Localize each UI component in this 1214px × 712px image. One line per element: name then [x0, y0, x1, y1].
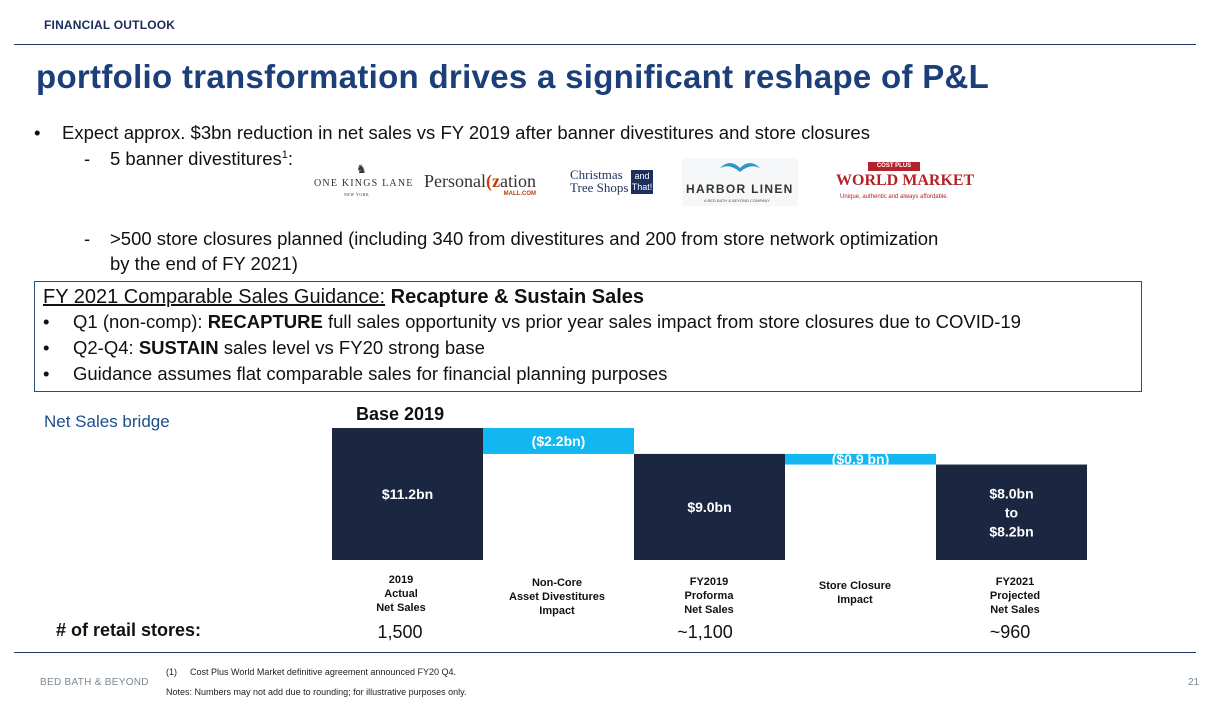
category-label: FY2019 Proforma Net Sales [684, 576, 734, 616]
bar-value-label: $8.2bn [989, 523, 1033, 539]
store-count: 1,500 [377, 622, 423, 642]
guidance-item: • Guidance assumes flat comparable sales … [43, 361, 1141, 387]
sub-bullet-text: >500 store closures planned (including 3… [110, 228, 939, 249]
sub-bullet-store-closures: - >500 store closures planned (including … [84, 226, 938, 276]
guidance-box: FY 2021 Comparable Sales Guidance: Recap… [34, 281, 1142, 392]
logo-tagline: Unique, authentic and always affordable. [840, 194, 949, 200]
store-count: ~1,100 [677, 622, 733, 642]
store-count: ~960 [989, 622, 1031, 642]
footnote-number: (1) [166, 667, 177, 677]
sub-bullet-colon: : [287, 148, 294, 169]
bullet-marker: • [34, 122, 41, 143]
guidance-item: • Q2-Q4: SUSTAIN sales level vs FY20 stro… [43, 335, 1141, 361]
logo-text: ONE KINGS LANE [314, 178, 414, 189]
logo-badge: COST PLUS [868, 162, 920, 171]
bar-total [332, 428, 483, 560]
sub-bullet-divestitures: -5 banner divestitures1: [84, 148, 293, 170]
logo-one-kings-lane: ♞ ONE KINGS LANE NEW YORK [314, 162, 414, 197]
sub-bullet-text: 5 banner divestitures [110, 148, 282, 169]
guidance-item-post: full sales opportunity vs prior year sal… [322, 311, 1021, 332]
category-label: 2019 Actual Net Sales [376, 574, 426, 614]
footnote-marker: 1 [281, 148, 288, 161]
logo-text: Tree Shops [570, 180, 629, 195]
bar-value-label: ($2.2bn) [532, 433, 586, 449]
dash-marker: - [84, 148, 91, 169]
bar-value-label: to [1005, 504, 1018, 520]
chart-side-label: Net Sales bridge [44, 412, 170, 431]
bar-value-label: ($0.9 bn) [832, 451, 890, 467]
guidance-heading: FY 2021 Comparable Sales Guidance: Recap… [43, 286, 1141, 309]
logo-text: Christmas [570, 167, 623, 182]
logo-harbor-linen: HARBOR LINEN A BED BATH & BEYOND COMPANY [682, 158, 798, 206]
bar-value-label: $9.0bn [687, 499, 731, 515]
category-label: Non-Core Asset Divestitures Impact [509, 577, 605, 617]
logo-mark: (z [486, 171, 500, 191]
footer-divider [14, 652, 1196, 653]
bar-value-label: $11.2bn [382, 486, 433, 502]
guidance-item-pre: Q2-Q4: [73, 337, 139, 358]
logo-text: Personal [424, 171, 486, 191]
logo-text: HARBOR LINEN [686, 182, 794, 196]
footer-brand: BED BATH & BEYOND [40, 677, 149, 688]
banner-logos: ♞ ONE KINGS LANE NEW YORK Personal(zatio… [310, 156, 974, 208]
section-label: FINANCIAL OUTLOOK [44, 18, 176, 32]
seagull-icon [718, 158, 762, 183]
bullet-text: Expect approx. $3bn reduction in net sal… [62, 122, 870, 143]
logo-text: WORLD MARKET [836, 172, 975, 189]
guidance-heading-prefix: FY 2021 Comparable Sales Guidance: [43, 286, 386, 308]
logo-text: ation [499, 171, 536, 191]
guidance-item-bold: SUSTAIN [138, 337, 219, 358]
chart-title: Base 2019 [356, 404, 445, 424]
sub-bullet-text-cont: by the end of FY 2021) [110, 253, 298, 274]
logo-christmas-tree-shops: Christmas Tree Shops and That! [570, 167, 653, 195]
bullet-marker: • [43, 363, 50, 384]
logo-subtext: MALL.COM [503, 191, 536, 197]
logo-subtext: NEW YORK [344, 192, 370, 197]
category-label: Store Closure Impact [818, 580, 892, 606]
bar-value-label: $8.0bn [989, 485, 1033, 501]
logo-badge: and That! [631, 170, 653, 194]
guidance-heading-bold: Recapture & Sustain Sales [390, 286, 645, 308]
footnote-text: Cost Plus World Market definitive agreem… [190, 667, 456, 677]
stores-row-label: # of retail stores: [56, 620, 202, 640]
notes: Notes: Numbers may not add due to roundi… [166, 687, 467, 697]
guidance-item: • Q1 (non-comp): RECAPTURE full sales opp… [43, 309, 1141, 335]
footnote: (1) Cost Plus World Market definitive agr… [166, 667, 456, 677]
bullet-marker: • [43, 337, 50, 358]
bar-decrease [483, 428, 634, 454]
guidance-item-pre: Q1 (non-comp): [73, 311, 208, 332]
page-title: portfolio transformation drives a signif… [36, 58, 990, 95]
guidance-item-post: sales level vs FY20 strong base [218, 337, 485, 358]
bar-total [936, 464, 1087, 560]
guidance-item-pre: Guidance assumes flat comparable sales f… [73, 363, 668, 384]
header-divider [14, 44, 1196, 45]
logo-subtext: A BED BATH & BEYOND COMPANY [704, 198, 771, 203]
bullet-net-sales: • Expect approx. $3bn reduction in net sa… [34, 122, 870, 144]
logo-personalization-mall: Personal(zation MALL.COM [424, 171, 536, 197]
guidance-item-bold: RECAPTURE [207, 311, 323, 332]
antelope-icon: ♞ [356, 162, 368, 176]
bar-decrease [785, 453, 936, 465]
category-label: FY2021 Projected Net Sales [989, 576, 1041, 616]
page-number: 21 [1188, 677, 1200, 688]
dash-marker: - [84, 228, 91, 249]
bar-total [634, 453, 785, 560]
bullet-marker: • [43, 311, 50, 332]
